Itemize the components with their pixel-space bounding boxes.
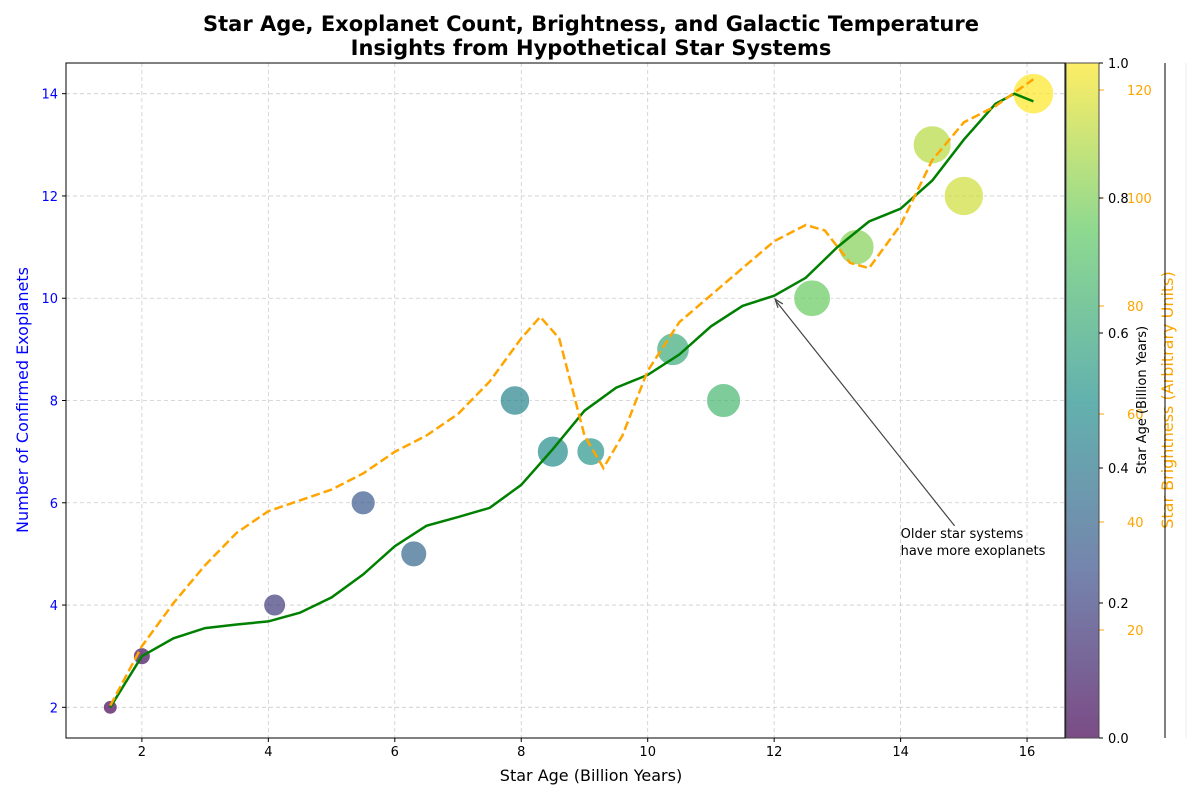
colorbar-tick-label: 0.0	[1108, 732, 1129, 747]
colorbar-tick-label: 0.8	[1108, 192, 1129, 207]
grid	[66, 63, 1065, 738]
colorbar-axis: 0.0 0.2 0.4 0.6 0.8 1.0	[1099, 57, 1129, 747]
y-tick-label: 6	[50, 497, 58, 512]
scatter-point	[793, 279, 831, 318]
y-tick-label: 8	[50, 395, 58, 410]
scatter-point	[943, 175, 985, 217]
brightness-line	[109, 78, 1035, 707]
y-tick-label: 14	[41, 88, 58, 103]
scatter-point	[706, 382, 742, 419]
scatter-point	[499, 385, 531, 416]
annotation-arrow	[775, 300, 956, 527]
plot-area	[102, 72, 1055, 715]
y2-tick-label: 60	[1127, 408, 1144, 423]
y2-tick-label: 40	[1127, 516, 1144, 531]
scatter-point	[263, 593, 287, 617]
y-axis-label: Number of Confirmed Exoplanets	[13, 267, 32, 533]
x-tick-label: 16	[1019, 745, 1036, 760]
y-tick-label: 12	[41, 190, 58, 205]
x-tick-label: 12	[766, 745, 783, 760]
trend-line	[109, 92, 1034, 708]
annotation: Older star systems have more exoplanets	[774, 297, 1046, 559]
colorbar-tick-label: 1.0	[1108, 57, 1129, 72]
x-axis: 2 4 6 8 10 12 14 16	[138, 738, 1036, 760]
y2-tick-label: 80	[1127, 300, 1144, 315]
scatter-point	[400, 540, 428, 568]
x-tick-label: 8	[517, 745, 525, 760]
colorbar	[1065, 62, 1100, 739]
scatter-point	[576, 437, 606, 467]
y-axis-left: 2 4 6 8 10 12 14	[41, 88, 66, 716]
chart-title-line-2: Insights from Hypothetical Star Systems	[351, 36, 832, 60]
colorbar-tick-label: 0.6	[1108, 327, 1129, 342]
y2-tick-label: 100	[1127, 192, 1152, 207]
colorbar-tick-label: 0.4	[1108, 462, 1129, 477]
y-tick-label: 10	[41, 292, 58, 307]
x-tick-label: 2	[138, 745, 146, 760]
colorbar-label: Star Age (Billion Years)	[1135, 326, 1150, 474]
y-axis-right: 20 40 60 80 100 120	[1099, 84, 1152, 639]
chart-title-line-1: Star Age, Exoplanet Count, Brightness, a…	[203, 12, 979, 36]
scatter-point	[102, 699, 118, 715]
y-tick-label: 4	[50, 599, 58, 614]
x-tick-label: 4	[264, 745, 272, 760]
annotation-text: have more exoplanets	[901, 544, 1046, 559]
y-tick-label: 2	[50, 701, 58, 716]
annotation-arrowhead	[774, 297, 784, 308]
annotation-text: Older star systems	[901, 527, 1024, 542]
scatter-point	[838, 228, 875, 266]
y2-tick-label: 20	[1127, 624, 1144, 639]
scatter-point	[350, 490, 376, 516]
x-tick-label: 14	[892, 745, 909, 760]
x-tick-label: 10	[639, 745, 656, 760]
y2-tick-label: 120	[1127, 84, 1152, 99]
scatter-point	[912, 125, 952, 165]
x-axis-label: Star Age (Billion Years)	[500, 766, 682, 785]
x-tick-label: 6	[391, 745, 399, 760]
colorbar-tick-label: 0.2	[1108, 597, 1129, 612]
y2-axis-label: Star Brightness (Arbitrary Units)	[1158, 271, 1177, 529]
